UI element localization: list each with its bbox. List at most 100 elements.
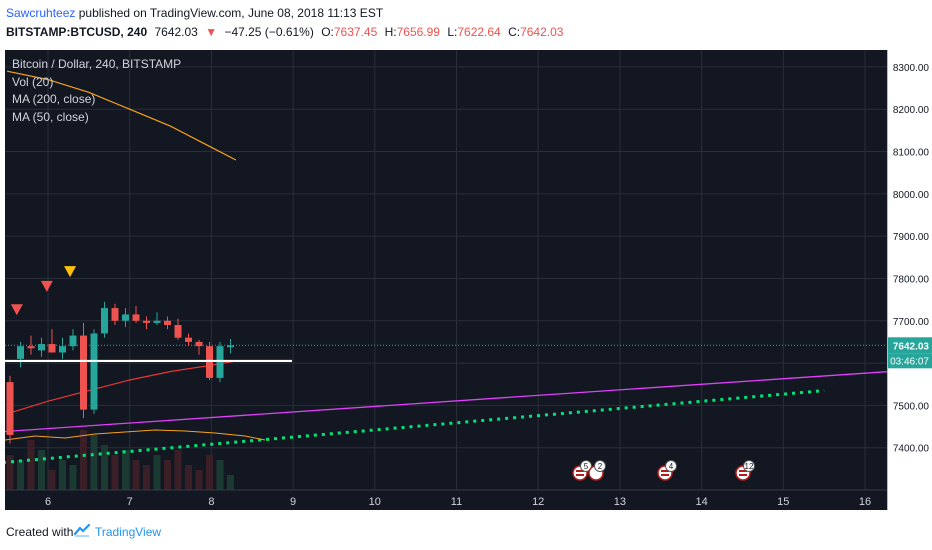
trend-line-green-dotted: [5, 389, 825, 464]
event-marker: 4: [657, 460, 677, 481]
time-tick-label: 13: [614, 496, 626, 508]
ohlc-line: BITSTAMP:BTCUSD, 240 7642.03 ▼ −47.25 (−…: [6, 25, 567, 39]
event-badge-count: 12: [745, 462, 754, 471]
volume-bar: [69, 465, 77, 490]
down-arrow-icon: ▼: [205, 25, 218, 39]
last-price-tag: [888, 337, 932, 354]
change-value: −47.25 (−0.61%): [224, 25, 314, 39]
time-tick-label: 15: [777, 496, 789, 508]
candle-body: [101, 308, 108, 334]
volume-bar: [38, 450, 45, 490]
event-badge-count: 5: [584, 462, 589, 471]
event-badge: [665, 460, 677, 472]
volume-bar: [111, 455, 119, 490]
last-price-tag-text: 7642.03: [893, 341, 930, 352]
open-label: O:: [321, 25, 334, 39]
legend-ma200[interactable]: MA (200, close): [12, 92, 96, 106]
footer: Created with TradingView: [0, 512, 932, 550]
candle-body: [80, 335, 87, 410]
price-axis[interactable]: 8300.00 8200.00 8100.00 8000.00 7900.00 7800.…: [887, 50, 932, 510]
legend-vol[interactable]: Vol (20): [12, 74, 54, 89]
volume-bar: [185, 465, 192, 490]
candle-body: [48, 344, 56, 353]
event-marker: 12: [735, 460, 755, 481]
symbol-label: BITSTAMP:BTCUSD, 240: [6, 25, 148, 39]
publish-line: Sawcruhteez published on TradingView.com…: [6, 6, 383, 20]
volume-bar: [143, 465, 150, 490]
price-tick-label: 7400.00: [893, 444, 930, 455]
time-tick-label: 16: [859, 496, 871, 508]
trend-line-magenta: [5, 371, 887, 433]
countdown-tag: [888, 353, 932, 369]
candle-body: [38, 344, 45, 351]
volume-bar: [206, 455, 213, 490]
legend-ma50[interactable]: MA (50, close): [12, 109, 89, 124]
time-tick-label: 12: [532, 496, 544, 508]
legend-title[interactable]: Bitcoin / Dollar, 240, BITSTAMP: [12, 57, 182, 71]
price-tick-label: 7500.00: [893, 401, 930, 412]
volume-bar: [132, 460, 140, 490]
chart-canvas[interactable]: 5 2 4 12 6 7 8 9 10 11 12 13 14 15 16: [5, 50, 887, 510]
event-badge: [743, 460, 755, 472]
volume-bar: [227, 475, 234, 490]
chart-pane[interactable]: 5 2 4 12 6 7 8 9 10 11 12 13 14 15 16 Bitcoin / Dollar…: [5, 50, 887, 510]
close-value: 7642.03: [520, 25, 564, 39]
event-badge-count: 2: [598, 462, 603, 471]
candle-body: [69, 335, 77, 347]
time-tick-label: 11: [451, 496, 462, 508]
price-tick-label: 8000.00: [893, 190, 930, 201]
ma200-line: [6, 70, 237, 161]
tradingview-logo-icon: [74, 523, 90, 537]
flag-stripe: [576, 470, 584, 472]
candle-body: [143, 320, 150, 323]
volume-bar: [6, 455, 14, 490]
candle-body: [195, 341, 203, 347]
flag-stripe: [739, 474, 747, 476]
candle-body: [132, 314, 140, 321]
candle-body: [153, 320, 161, 323]
volume-bar: [164, 460, 171, 490]
price-tick-label: 7800.00: [893, 274, 930, 285]
tradingview-brand-link[interactable]: TradingView: [95, 525, 162, 539]
candle-body: [122, 314, 129, 321]
time-tick-label: 10: [369, 496, 381, 508]
volume-bar: [17, 460, 24, 490]
author-link[interactable]: Sawcruhteez: [6, 6, 76, 20]
time-tick-label: 9: [290, 496, 296, 508]
candle-body: [227, 345, 234, 348]
chart-legend: Bitcoin / Dollar, 240, BITSTAMP Vol (20)…: [12, 56, 181, 126]
signal-arrow-icon: [40, 280, 53, 292]
volume-bar: [101, 445, 108, 490]
volume-bar: [122, 450, 129, 490]
time-axis: [5, 490, 887, 510]
candle-body: [111, 308, 119, 321]
published-text: published on TradingView.com, June 08, 2…: [78, 6, 384, 20]
volume-bar: [48, 470, 56, 490]
candle-body: [90, 333, 98, 410]
price-tick-label: 8300.00: [893, 63, 930, 74]
volume-bar: [59, 460, 66, 490]
open-value: 7637.45: [333, 25, 378, 39]
price-axis-canvas[interactable]: 8300.00 8200.00 8100.00 8000.00 7900.00 7800.…: [888, 50, 932, 510]
event-badge-count: 4: [669, 462, 674, 471]
event-badge: [580, 460, 592, 472]
candle-body: [164, 320, 171, 325]
volume-bar: [153, 455, 161, 490]
time-tick-label: 6: [45, 496, 51, 508]
flag-stripe: [661, 470, 669, 472]
volume-bar: [195, 470, 203, 490]
time-tick-label: 7: [127, 496, 133, 508]
price-tick-label: 8200.00: [893, 105, 930, 116]
volume-ma-line: [5, 429, 266, 441]
volume-bar: [174, 450, 182, 490]
chart-header: Sawcruhteez published on TradingView.com…: [0, 0, 932, 48]
price-tick-label: 8100.00: [893, 148, 930, 159]
high-value: 7656.99: [396, 25, 440, 39]
last-price: 7642.03: [154, 25, 198, 39]
price-tick-label: 7700.00: [893, 317, 930, 328]
high-label: H:: [384, 25, 397, 39]
volume-bar: [80, 430, 87, 490]
signal-arrow-icon: [64, 266, 77, 278]
close-label: C:: [508, 25, 521, 39]
